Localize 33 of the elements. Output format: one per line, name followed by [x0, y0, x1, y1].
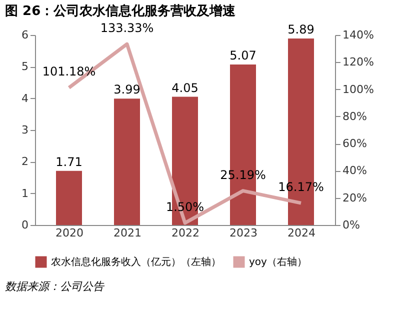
- y2-tick-label: 140%: [342, 28, 374, 42]
- y2-tick-label: 100%: [342, 82, 374, 96]
- x-tick-label: 2020: [56, 226, 84, 240]
- data-label: 1.71: [56, 154, 82, 169]
- legend-label: yoy（右轴）: [249, 256, 307, 268]
- y-tick-label: 5: [22, 60, 28, 74]
- y-tick-label: 2: [22, 155, 28, 168]
- y-tick-label: 1: [22, 186, 28, 200]
- bar: [56, 170, 82, 225]
- x-tick-label: 2024: [288, 226, 316, 240]
- y2-tick-label: 20%: [342, 191, 367, 204]
- x-tick-label: 2023: [230, 226, 258, 240]
- legend-label: 农水信息化服务收入（亿元）（左轴）: [51, 256, 221, 268]
- source-note: 数据来源：公司公告: [5, 280, 105, 293]
- y2-tick-label: 40%: [342, 164, 367, 178]
- data-label: 5.89: [288, 22, 314, 36]
- chart-title: 图 26：公司农水信息化服务营收及增速: [5, 3, 237, 20]
- bar: [114, 98, 140, 225]
- y2-tick-label: 60%: [342, 137, 367, 150]
- y2-tick-label: 120%: [342, 56, 374, 69]
- y2-tick-label: 80%: [342, 110, 367, 123]
- data-label: 101.18%: [42, 64, 96, 79]
- data-label: 3.99: [114, 82, 140, 97]
- data-label: 4.05: [172, 80, 198, 95]
- data-label: 5.07: [230, 48, 256, 62]
- data-label: 133.33%: [100, 21, 154, 36]
- x-tick-label: 2022: [172, 226, 200, 240]
- y-tick-label: 3: [22, 124, 28, 136]
- x-tick-label: 2021: [114, 226, 142, 240]
- y-tick-label: 6: [22, 28, 28, 42]
- y2-tick-label: 0%: [342, 218, 360, 232]
- y-tick-label: 4: [22, 92, 28, 105]
- y-tick-label: 0: [22, 218, 28, 232]
